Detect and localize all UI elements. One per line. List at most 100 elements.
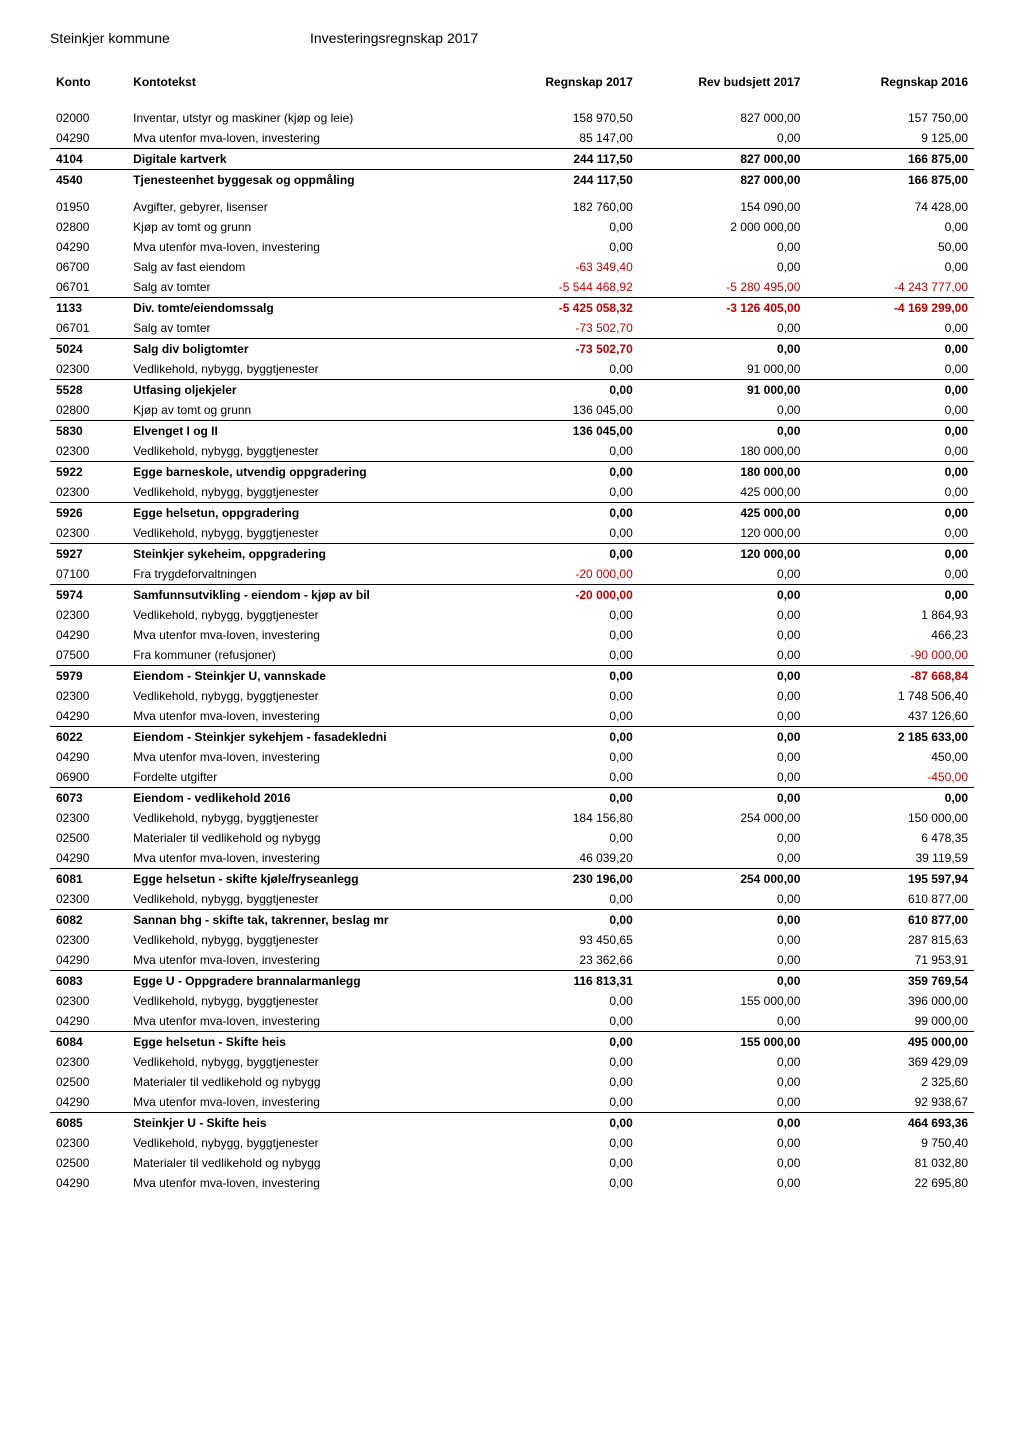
cell-konto: 02300 [50, 523, 127, 544]
cell-c1: 0,00 [471, 727, 639, 748]
cell-c2: 0,00 [639, 1153, 807, 1173]
table-row: 5024Salg div boligtomter-73 502,700,000,… [50, 339, 974, 360]
table-header-row: Konto Kontotekst Regnskap 2017 Rev budsj… [50, 71, 974, 101]
cell-c1: -20 000,00 [471, 564, 639, 585]
table-row: 06900Fordelte utgifter0,000,00-450,00 [50, 767, 974, 788]
cell-konto: 1133 [50, 298, 127, 319]
cell-c2: 0,00 [639, 767, 807, 788]
cell-c3: 0,00 [806, 257, 974, 277]
table-row: 07100Fra trygdeforvaltningen-20 000,000,… [50, 564, 974, 585]
cell-c3: 0,00 [806, 318, 974, 339]
cell-tekst: Mva utenfor mva-loven, investering [127, 128, 471, 149]
cell-c3: 0,00 [806, 441, 974, 462]
cell-tekst: Kjøp av tomt og grunn [127, 217, 471, 237]
cell-tekst: Samfunnsutvikling - eiendom - kjøp av bi… [127, 585, 471, 606]
table-row: 4540Tjenesteenhet byggesak og oppmåling2… [50, 170, 974, 191]
cell-c1: 182 760,00 [471, 190, 639, 217]
cell-c3: -450,00 [806, 767, 974, 788]
cell-c2: 0,00 [639, 727, 807, 748]
cell-c1: 0,00 [471, 991, 639, 1011]
cell-c2: 120 000,00 [639, 523, 807, 544]
cell-c3: 287 815,63 [806, 930, 974, 950]
cell-c3: 0,00 [806, 564, 974, 585]
cell-c2: 154 090,00 [639, 190, 807, 217]
cell-konto: 06701 [50, 318, 127, 339]
cell-konto: 02500 [50, 1153, 127, 1173]
cell-c3: 22 695,80 [806, 1173, 974, 1193]
cell-c1: 184 156,80 [471, 808, 639, 828]
cell-tekst: Mva utenfor mva-loven, investering [127, 1173, 471, 1193]
cell-c2: 0,00 [639, 971, 807, 992]
cell-c1: 0,00 [471, 1113, 639, 1134]
table-row: 02300Vedlikehold, nybygg, byggtjenester0… [50, 686, 974, 706]
table-row: 04290Mva utenfor mva-loven, investering0… [50, 1011, 974, 1032]
cell-c2: 425 000,00 [639, 482, 807, 503]
cell-c3: 0,00 [806, 544, 974, 565]
cell-c1: -5 425 058,32 [471, 298, 639, 319]
cell-c2: 0,00 [639, 257, 807, 277]
cell-c3: 2 325,60 [806, 1072, 974, 1092]
cell-c1: 244 117,50 [471, 149, 639, 170]
cell-c3: 92 938,67 [806, 1092, 974, 1113]
cell-c3: 1 748 506,40 [806, 686, 974, 706]
cell-c2: 0,00 [639, 930, 807, 950]
table-row: 6073Eiendom - vedlikehold 20160,000,000,… [50, 788, 974, 809]
cell-konto: 04290 [50, 625, 127, 645]
col-konto: Konto [50, 71, 127, 101]
cell-c3: 610 877,00 [806, 889, 974, 910]
cell-c3: 0,00 [806, 421, 974, 442]
cell-c3: 166 875,00 [806, 170, 974, 191]
cell-c1: 0,00 [471, 1173, 639, 1193]
cell-c3: 1 864,93 [806, 605, 974, 625]
table-row: 04290Mva utenfor mva-loven, investering0… [50, 237, 974, 257]
cell-c2: 0,00 [639, 645, 807, 666]
cell-c1: 0,00 [471, 1153, 639, 1173]
cell-konto: 02300 [50, 482, 127, 503]
table-row: 5927Steinkjer sykeheim, oppgradering0,00… [50, 544, 974, 565]
cell-c3: 464 693,36 [806, 1113, 974, 1134]
cell-c1: 0,00 [471, 666, 639, 687]
cell-tekst: Fra trygdeforvaltningen [127, 564, 471, 585]
cell-c2: 0,00 [639, 1052, 807, 1072]
table-row: 02300Vedlikehold, nybygg, byggtjenester0… [50, 523, 974, 544]
cell-c2: 155 000,00 [639, 991, 807, 1011]
cell-konto: 04290 [50, 848, 127, 869]
cell-konto: 6081 [50, 869, 127, 890]
table-row: 02300Vedlikehold, nybygg, byggtjenester0… [50, 605, 974, 625]
cell-tekst: Egge helsetun - skifte kjøle/fryseanlegg [127, 869, 471, 890]
cell-c3: 150 000,00 [806, 808, 974, 828]
cell-konto: 5922 [50, 462, 127, 483]
cell-c2: 0,00 [639, 788, 807, 809]
table-row: 02000Inventar, utstyr og maskiner (kjøp … [50, 101, 974, 128]
cell-c1: 0,00 [471, 828, 639, 848]
cell-c3: 0,00 [806, 788, 974, 809]
cell-konto: 6082 [50, 910, 127, 931]
cell-c1: 0,00 [471, 910, 639, 931]
table-row: 06701Salg av tomter-73 502,700,000,00 [50, 318, 974, 339]
cell-tekst: Materialer til vedlikehold og nybygg [127, 1153, 471, 1173]
cell-tekst: Eiendom - Steinkjer sykehjem - fasadekle… [127, 727, 471, 748]
cell-konto: 6073 [50, 788, 127, 809]
cell-c2: 0,00 [639, 889, 807, 910]
cell-tekst: Mva utenfor mva-loven, investering [127, 1011, 471, 1032]
cell-tekst: Mva utenfor mva-loven, investering [127, 237, 471, 257]
cell-c3: 466,23 [806, 625, 974, 645]
cell-c2: 0,00 [639, 1173, 807, 1193]
cell-c3: -90 000,00 [806, 645, 974, 666]
cell-tekst: Vedlikehold, nybygg, byggtjenester [127, 1052, 471, 1072]
table-row: 6083Egge U - Oppgradere brannalarmanlegg… [50, 971, 974, 992]
cell-c2: 827 000,00 [639, 149, 807, 170]
cell-c3: 0,00 [806, 400, 974, 421]
cell-konto: 6022 [50, 727, 127, 748]
cell-c3: -4 169 299,00 [806, 298, 974, 319]
table-row: 04290Mva utenfor mva-loven, investering0… [50, 706, 974, 727]
table-row: 02300Vedlikehold, nybygg, byggtjenester0… [50, 359, 974, 380]
cell-konto: 02500 [50, 828, 127, 848]
cell-c1: 136 045,00 [471, 400, 639, 421]
cell-c1: 0,00 [471, 462, 639, 483]
table-row: 5926Egge helsetun, oppgradering0,00425 0… [50, 503, 974, 524]
cell-tekst: Avgifter, gebyrer, lisenser [127, 190, 471, 217]
cell-c1: 0,00 [471, 544, 639, 565]
cell-konto: 04290 [50, 237, 127, 257]
cell-c2: 91 000,00 [639, 380, 807, 401]
